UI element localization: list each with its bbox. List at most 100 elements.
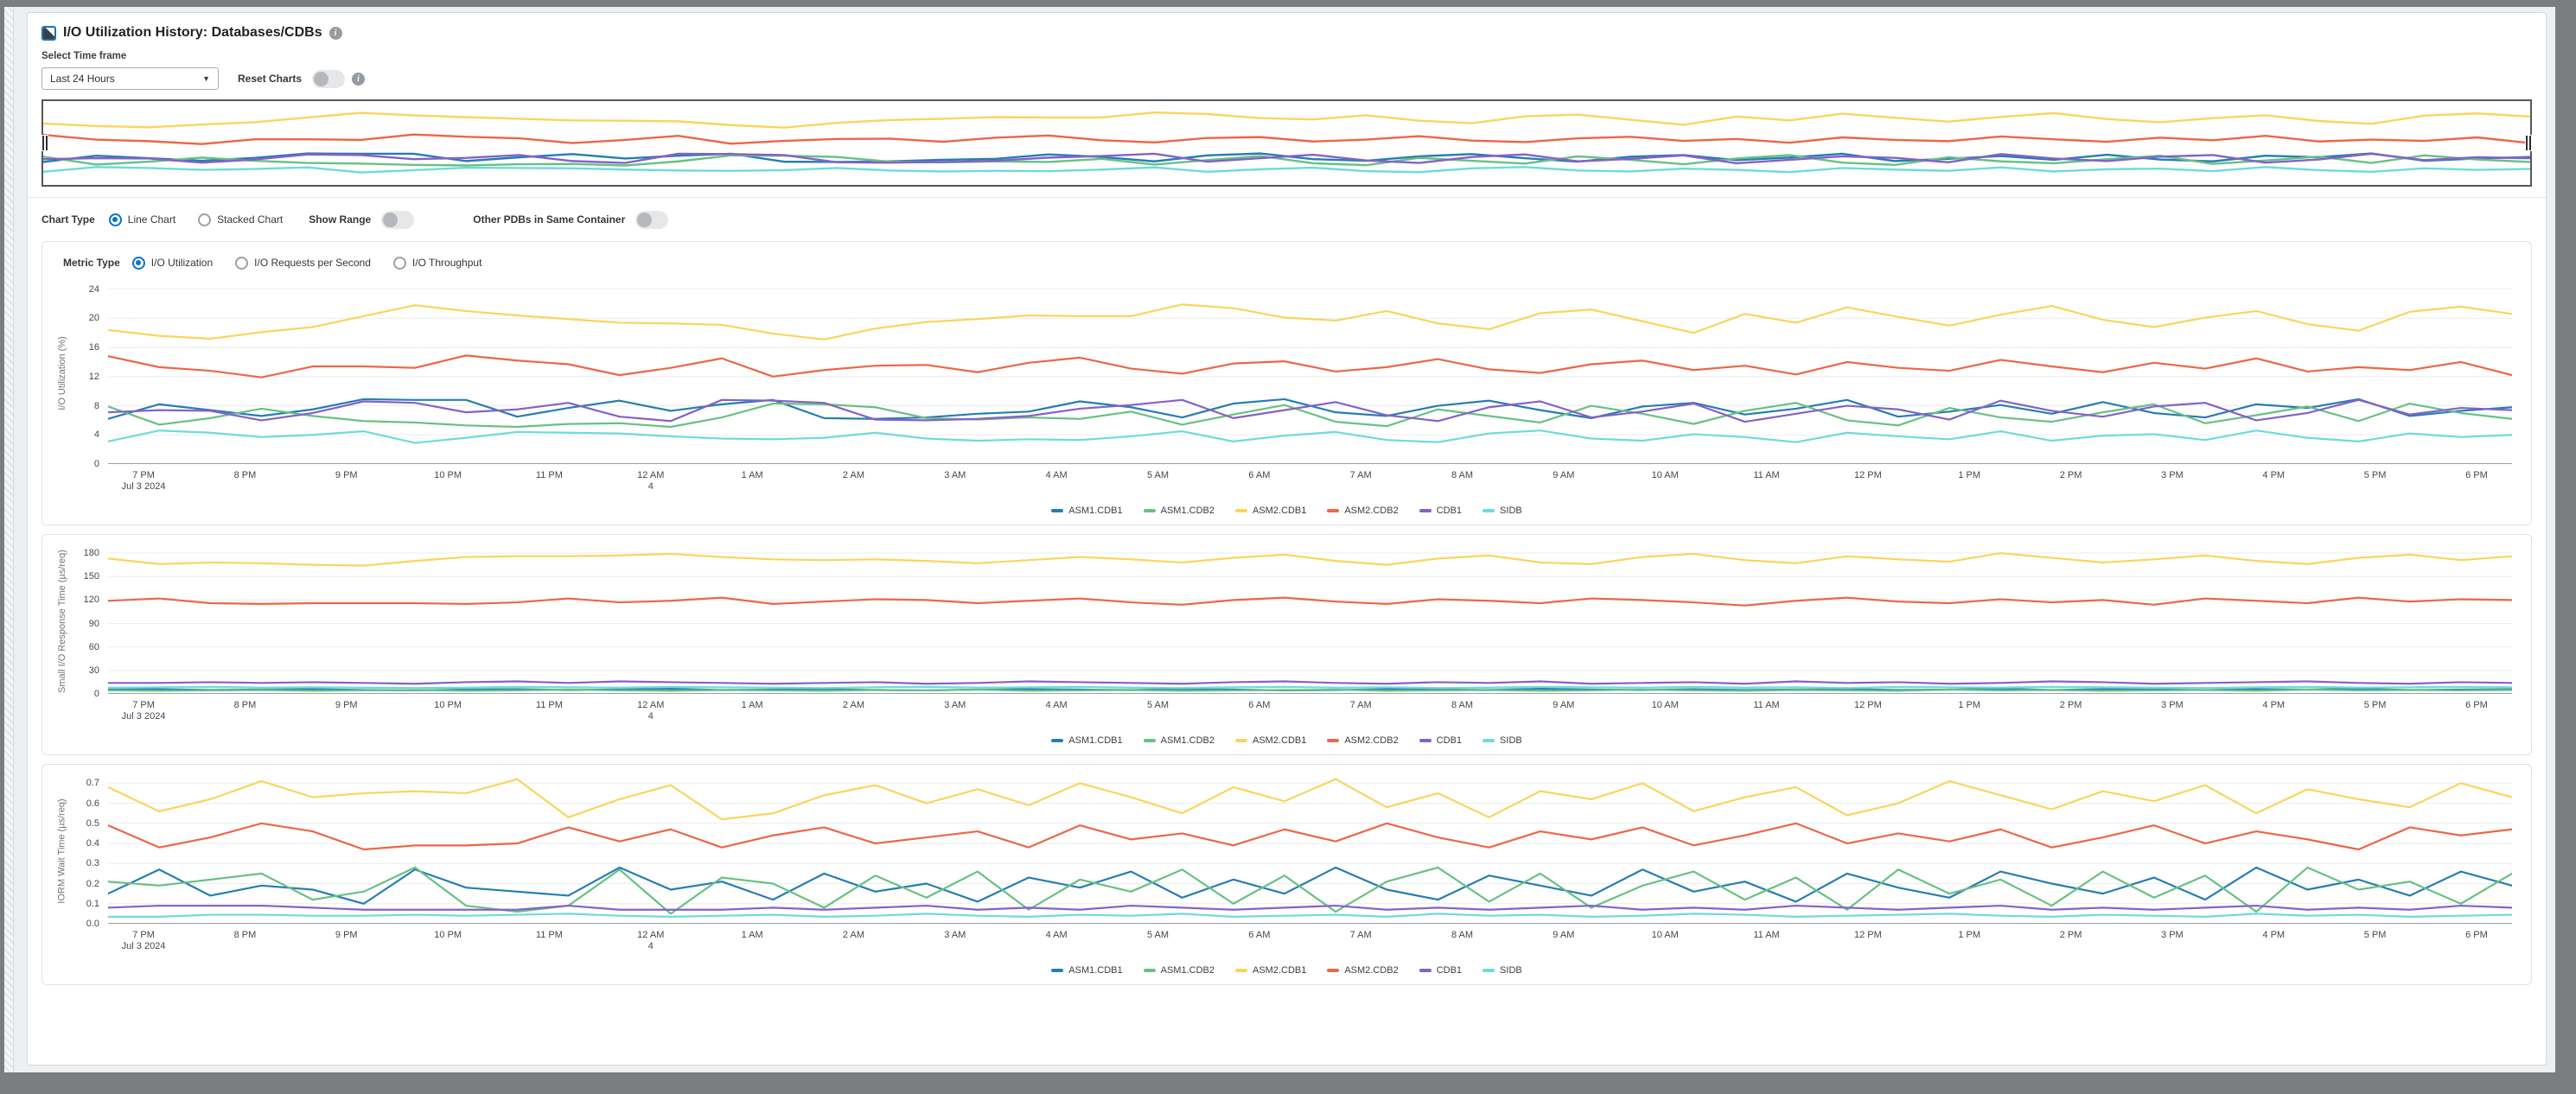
radio-io-requests[interactable]: I/O Requests per Second — [235, 256, 371, 270]
x-tick-label: 1 PM — [1958, 700, 1981, 710]
x-tick-label: 1 PM — [1958, 470, 1981, 480]
legend-item-SIDB: SIDB — [1482, 506, 1522, 516]
radio-icon — [198, 213, 212, 226]
chart-plot-area[interactable] — [108, 545, 2512, 694]
legend-swatch — [1327, 739, 1340, 742]
radio-io-throughput[interactable]: I/O Throughput — [392, 256, 481, 270]
x-tick-label: 8 AM — [1451, 700, 1474, 710]
io-utilization-chart: I/O Utilization (%) 0 4 8 12 16 20 24 7 PM Jul … — [54, 278, 2519, 499]
iorm-wait-chart: IORM Wait Time (µs/req) 0.0 0.1 0.2 0.3 0.4 0… — [54, 775, 2519, 958]
toggle-knob — [383, 212, 399, 227]
other-pdbs-toggle[interactable] — [635, 210, 669, 229]
y-tick-label: 90 — [88, 618, 99, 629]
x-tick-label: 2 PM — [2059, 700, 2082, 710]
x-tick-label: 1 PM — [1958, 930, 1981, 940]
reset-charts-toggle[interactable] — [312, 69, 346, 88]
x-tick-label: 3 AM — [944, 930, 966, 940]
x-tick-label: 2 AM — [842, 700, 864, 710]
legend-swatch — [1143, 739, 1156, 742]
x-tick-label: 3 AM — [944, 470, 966, 480]
series-line-ASM2.CDB2 — [43, 133, 2530, 145]
x-tick-label: 2 AM — [842, 930, 864, 940]
x-tick-label: 1 AM — [741, 470, 763, 480]
radio-io-utilization[interactable]: I/O Utilization — [131, 256, 213, 270]
y-tick-label: 30 — [88, 665, 99, 676]
title-info-icon[interactable] — [328, 26, 342, 40]
timeframe-select[interactable]: Last 24 Hours ▼ — [41, 67, 219, 90]
series-line-ASM1.CDB2 — [108, 402, 2512, 429]
y-tick-label: 0.3 — [86, 858, 99, 869]
legend-swatch — [1234, 509, 1247, 512]
x-tick-label: 6 PM — [2465, 700, 2488, 710]
y-tick-label: 180 — [83, 548, 99, 559]
series-line-CDB1 — [108, 904, 2512, 911]
x-tick-label: 10 AM — [1651, 930, 1679, 940]
x-tick-label: 5 AM — [1146, 930, 1170, 940]
radio-stacked-chart[interactable]: Stacked Chart — [198, 213, 283, 226]
reset-charts-info-icon[interactable] — [352, 72, 366, 86]
iorm-wait-section: IORM Wait Time (µs/req) 0.0 0.1 0.2 0.3 0.4 0… — [41, 764, 2532, 985]
chart-legend: ASM1.CDB1 ASM1.CDB2 ASM2.CDB1 ASM2.CDB2 CDB1… — [51, 960, 2522, 981]
range-left-handle[interactable] — [41, 134, 48, 151]
x-tick-label: 2 AM — [842, 470, 864, 480]
legend-item-CDB1: CDB1 — [1419, 506, 1462, 516]
x-tick-label: 9 AM — [1553, 700, 1575, 710]
x-tick-label: 7 AM — [1349, 470, 1372, 480]
radio-selected-icon — [108, 213, 122, 226]
legend-swatch — [1482, 739, 1495, 742]
panel-collapse-icon[interactable] — [41, 25, 56, 41]
x-tick-label: 8 AM — [1451, 470, 1474, 480]
series-line-ASM1.CDB2 — [108, 866, 2512, 915]
small-io-response-section: Small I/O Response Time (µs/req) 0 30 60 90… — [41, 534, 2532, 755]
y-tick-label: 0.6 — [86, 798, 99, 809]
x-tick-label: 3 PM — [2161, 470, 2184, 480]
page-title: I/O Utilization History: Databases/CDBs — [63, 25, 322, 40]
divider — [28, 197, 2546, 198]
legend-item-SIDB: SIDB — [1482, 965, 1522, 976]
series-line-SIDB — [108, 429, 2512, 444]
x-tick-label: 6 AM — [1248, 470, 1271, 480]
y-tick-label: 20 — [88, 313, 99, 324]
legend-item-ASM2.CDB2: ASM2.CDB2 — [1327, 506, 1399, 516]
x-tick-label: 4 PM — [2262, 700, 2286, 710]
x-tick-label: 3 AM — [944, 700, 966, 710]
y-axis-title: I/O Utilization (%) — [57, 335, 68, 410]
x-tick-label: 12 PM — [1853, 930, 1882, 940]
y-tick-label: 12 — [88, 371, 99, 382]
x-tick-label: 10 AM — [1651, 470, 1679, 480]
chart-type-row: Chart Type Line Chart Stacked Chart Show… — [41, 207, 2532, 232]
timeframe-label: Select Time frame — [41, 51, 127, 61]
series-line-ASM1.CDB1 — [108, 866, 2512, 905]
left-splitter[interactable] — [4, 7, 14, 1072]
chart-plot-area[interactable] — [108, 775, 2512, 924]
x-tick-label: 7 AM — [1349, 930, 1372, 940]
y-tick-label: 120 — [83, 595, 99, 606]
x-tick-label: 4 PM — [2262, 930, 2286, 940]
legend-swatch — [1234, 969, 1247, 972]
controls-row: Last 24 Hours ▼ Reset Charts — [41, 67, 2532, 91]
x-tick-label: 2 PM — [2059, 930, 2082, 940]
x-tick-label: 10 PM — [434, 470, 462, 480]
range-right-handle[interactable] — [2525, 134, 2532, 151]
x-tick-label: 6 PM — [2465, 470, 2488, 480]
panel-header: I/O Utilization History: Databases/CDBs — [41, 22, 2532, 44]
x-tick-label: 5 AM — [1146, 700, 1170, 710]
x-tick-label: 11 AM — [1753, 470, 1780, 480]
range-selector-chart[interactable] — [41, 99, 2532, 187]
legend-swatch — [1143, 969, 1156, 972]
y-tick-label: 0.7 — [86, 778, 99, 789]
radio-selected-icon — [131, 256, 145, 270]
chart-plot-area[interactable] — [108, 278, 2512, 464]
series-line-ASM2.CDB2 — [108, 596, 2512, 607]
radio-line-chart[interactable]: Line Chart — [108, 213, 175, 226]
legend-item-ASM1.CDB1: ASM1.CDB1 — [1051, 965, 1123, 976]
chart-legend: ASM1.CDB1 ASM1.CDB2 ASM2.CDB1 ASM2.CDB2 CDB1… — [51, 730, 2522, 751]
x-tick-label: 7 AM — [1349, 700, 1372, 710]
x-tick-label: 11 AM — [1753, 700, 1780, 710]
show-range-toggle[interactable] — [381, 210, 415, 229]
x-tick-label: 12 AM 4 — [637, 470, 665, 492]
x-tick-label: 7 PM Jul 3 2024 — [121, 700, 166, 722]
x-axis-labels: 7 PM Jul 3 2024 8 PM 9 PM 10 PM 11 PM 12 AM 4 1 … — [108, 466, 2512, 493]
x-tick-label: 11 PM — [535, 470, 563, 480]
series-line-SIDB — [108, 685, 2512, 690]
